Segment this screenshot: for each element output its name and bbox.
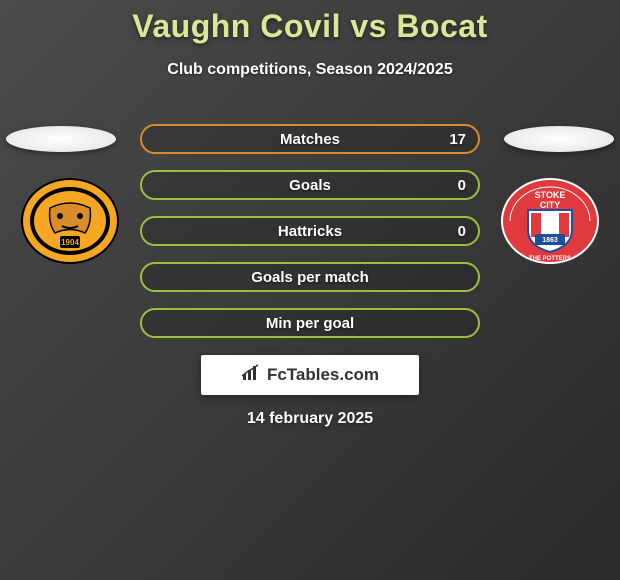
subtitle: Club competitions, Season 2024/2025 xyxy=(0,61,620,79)
date-text: 14 february 2025 xyxy=(0,410,620,428)
hull-city-crest-icon: 1904 xyxy=(20,178,120,264)
stat-value-right: 0 xyxy=(458,223,466,240)
stat-value-right: 17 xyxy=(449,131,466,148)
crest-name-bottom: CITY xyxy=(540,200,561,210)
stat-row-mpg: Min per goal xyxy=(140,308,480,338)
branding-box: FcTables.com xyxy=(201,355,419,395)
stat-row-hattricks: Hattricks 0 xyxy=(140,216,480,246)
chart-icon xyxy=(241,364,261,387)
crest-year-right: 1863 xyxy=(542,237,558,244)
stat-value-right: 0 xyxy=(458,177,466,194)
page-title: Vaughn Covil vs Bocat xyxy=(0,0,620,45)
crest-motto: THE POTTERS xyxy=(529,256,571,262)
crest-year: 1904 xyxy=(61,238,79,247)
stat-label: Hattricks xyxy=(278,223,342,240)
club-badge-left: 1904 xyxy=(20,178,120,264)
player-right-oval xyxy=(504,126,614,152)
stat-row-matches: Matches 17 xyxy=(140,124,480,154)
stat-row-gpm: Goals per match xyxy=(140,262,480,292)
stat-label: Goals per match xyxy=(251,269,369,286)
crest-name-top: STOKE xyxy=(535,190,566,200)
stat-label: Goals xyxy=(289,177,331,194)
stat-row-goals: Goals 0 xyxy=(140,170,480,200)
stoke-city-crest-icon: STOKE CITY 1863 THE POTTERS xyxy=(500,178,600,264)
stat-label: Min per goal xyxy=(266,315,354,332)
player-left-oval xyxy=(6,126,116,152)
stats-container: Matches 17 Goals 0 Hattricks 0 Goals per… xyxy=(140,124,480,354)
branding-text: FcTables.com xyxy=(267,365,379,385)
club-badge-right: STOKE CITY 1863 THE POTTERS xyxy=(500,178,600,264)
stat-label: Matches xyxy=(280,131,340,148)
